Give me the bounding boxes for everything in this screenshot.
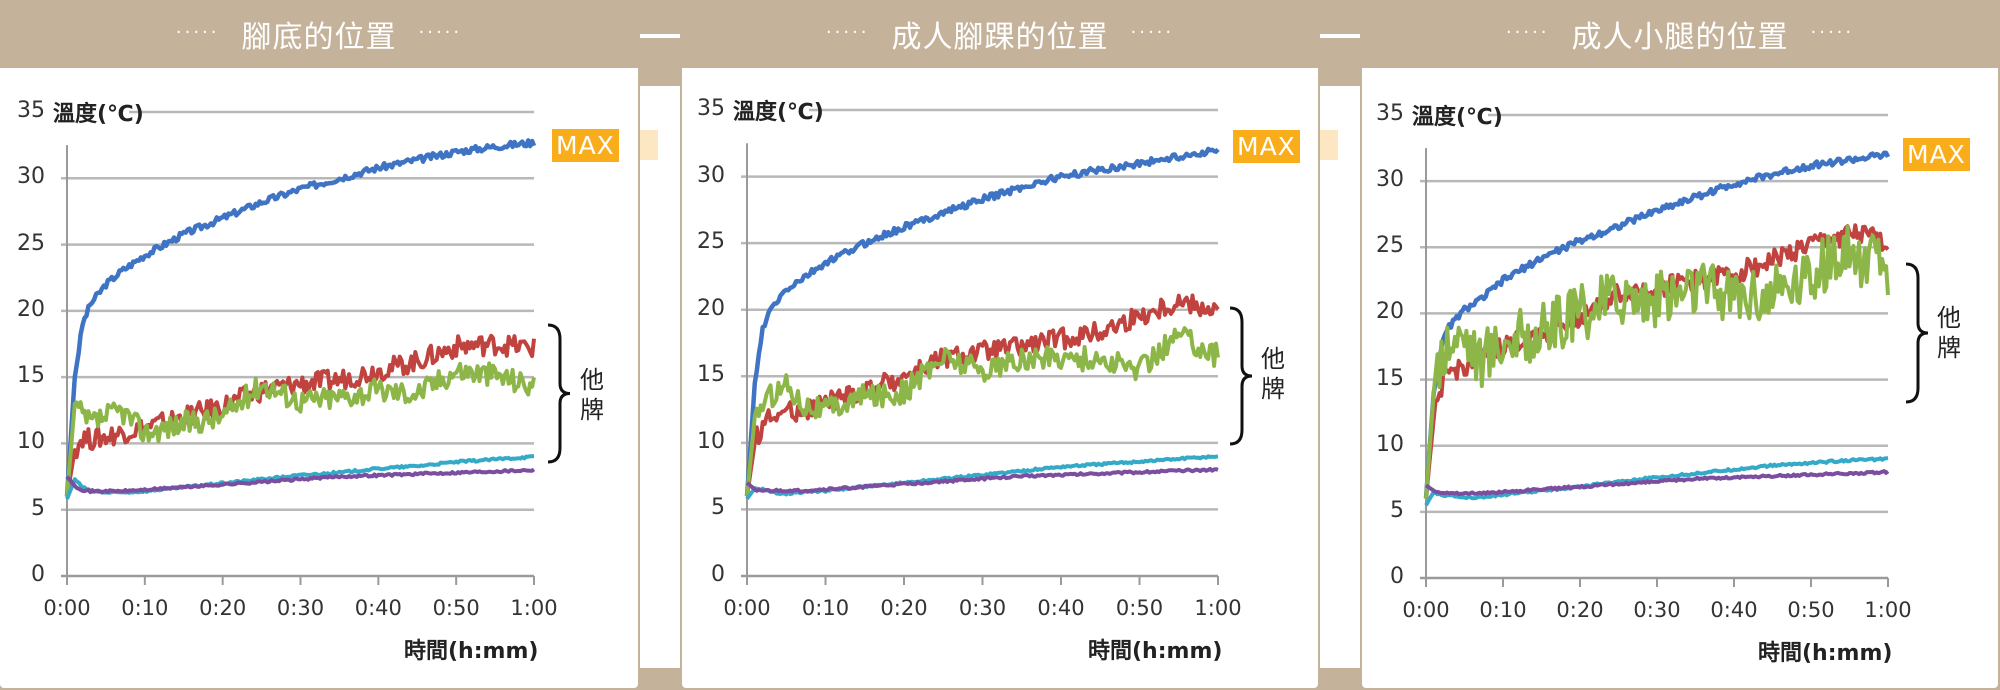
panel-title: 成人腳踝的位置 — [891, 20, 1109, 55]
x-tick-label: 0:50 — [1115, 596, 1164, 620]
series-line-1 — [1423, 150, 1891, 499]
x-tick-label: 0:10 — [801, 596, 850, 620]
series-line-3 — [65, 361, 536, 497]
y-tick-label: 0 — [711, 562, 725, 587]
header-dots-left: ····· — [825, 21, 870, 43]
series-line-2 — [745, 293, 1220, 497]
series-line-4 — [1424, 456, 1889, 507]
panel-title: 成人小腿的位置 — [1571, 20, 1789, 55]
y-tick-label: 25 — [1376, 233, 1404, 259]
y-tick-label: 30 — [697, 162, 725, 188]
background-slide-strip — [1320, 86, 1360, 668]
max-ghost-block — [1320, 130, 1338, 160]
x-tick-label: 0:30 — [958, 596, 1007, 620]
series-line-3 — [745, 326, 1220, 497]
series-line-1 — [64, 138, 537, 497]
series-line-1 — [744, 146, 1220, 497]
x-tick-label: 1:00 — [1194, 596, 1242, 620]
y-tick-label: 5 — [1390, 497, 1404, 523]
x-tick-label: 0:50 — [1787, 598, 1835, 622]
x-tick-label: 0:30 — [276, 596, 325, 620]
y-tick-label: 10 — [697, 428, 725, 454]
x-tick-label: 0:00 — [1402, 598, 1450, 622]
chart-svg — [61, 110, 571, 585]
panel-header-1: ····· 腳底的位置 ····· — [0, 0, 638, 68]
header-dash-separator — [640, 34, 680, 38]
chart-panel-sole: 0 5 10 15 20 25 30 35 0:00 0:10 0:20 0:30 0:40 0:50 1:… — [0, 68, 638, 688]
y-tick-label: 10 — [17, 429, 45, 455]
y-tick-label: 30 — [17, 164, 45, 190]
other-brand-label: 他牌 — [580, 366, 604, 424]
chart-svg — [1420, 113, 1929, 587]
y-tick-label: 5 — [31, 495, 45, 521]
panel-header-2: ····· 成人腳踝的位置 ····· — [682, 0, 1318, 68]
x-tick-label: 1:00 — [510, 596, 558, 620]
brace-icon — [1229, 306, 1253, 446]
x-axis-title: 時間(h:mm) — [1088, 639, 1223, 664]
y-tick-label: 35 — [1376, 101, 1404, 126]
y-tick-label: 0 — [1390, 564, 1404, 589]
x-axis-title: 時間(h:mm) — [1758, 641, 1893, 666]
x-tick-label: 0:10 — [121, 596, 169, 620]
y-tick-label: 35 — [697, 96, 725, 121]
x-tick-label: 0:40 — [354, 596, 402, 620]
y-axis-title: 溫度(℃) — [53, 102, 144, 127]
x-tick-label: 0:20 — [1556, 598, 1604, 622]
header-dots-right: ····· — [1810, 21, 1855, 43]
header-dash-separator — [1320, 34, 1360, 38]
y-tick-label: 25 — [697, 229, 725, 255]
x-tick-label: 0:50 — [432, 596, 480, 620]
series-line-5 — [745, 466, 1219, 494]
panel-title: 腳底的位置 — [241, 20, 397, 55]
x-tick-label: 0:20 — [880, 596, 928, 620]
y-tick-label: 0 — [31, 562, 45, 587]
background-slide-strip — [640, 86, 680, 668]
y-axis-title: 溫度(℃) — [1412, 105, 1503, 130]
brace-icon — [1905, 262, 1929, 404]
max-badge: MAX — [1233, 130, 1300, 163]
header-dots-left: ····· — [1505, 21, 1550, 43]
header-dots-right: ····· — [418, 21, 463, 43]
y-tick-label: 15 — [1376, 365, 1404, 391]
y-tick-label: 20 — [1376, 299, 1404, 325]
y-tick-label: 35 — [17, 98, 45, 123]
other-brand-label: 他牌 — [1937, 304, 1961, 362]
y-tick-label: 15 — [697, 362, 725, 388]
x-tick-label: 0:00 — [723, 596, 771, 620]
max-ghost-block — [640, 130, 658, 160]
max-badge: MAX — [552, 129, 619, 162]
chart-panel-ankle: 0 5 10 15 20 25 30 35 0:00 0:10 0:20 0:30 0:40 0:50 1:… — [682, 68, 1318, 688]
x-tick-label: 0:20 — [199, 596, 247, 620]
other-brand-label: 他牌 — [1261, 345, 1285, 403]
max-badge: MAX — [1903, 138, 1970, 171]
x-tick-label: 0:30 — [1633, 598, 1681, 622]
y-tick-label: 10 — [1376, 431, 1404, 457]
y-tick-label: 25 — [17, 230, 45, 256]
series-line-3 — [1424, 224, 1890, 499]
y-tick-label: 20 — [697, 295, 725, 321]
y-tick-label: 20 — [17, 296, 45, 322]
header-dots-left: ····· — [175, 21, 220, 43]
chart-svg — [741, 108, 1253, 585]
x-axis-title: 時間(h:mm) — [404, 639, 539, 664]
y-tick-label: 30 — [1376, 167, 1404, 193]
chart-panel-calf: 0 5 10 15 20 25 30 35 0:00 0:10 0:20 0:30 0:40 0:50 1:… — [1362, 68, 1998, 688]
brace-icon — [547, 323, 571, 464]
x-tick-label: 0:40 — [1710, 598, 1758, 622]
series-line-5 — [65, 467, 536, 495]
y-tick-label: 5 — [711, 495, 725, 521]
x-tick-label: 1:00 — [1864, 598, 1912, 622]
panel-header-3: ····· 成人小腿的位置 ····· — [1362, 0, 1998, 68]
x-tick-label: 0:10 — [1479, 598, 1527, 622]
x-tick-label: 0:00 — [43, 596, 91, 620]
y-axis-title: 溫度(℃) — [733, 100, 824, 125]
series-line-5 — [1424, 469, 1890, 497]
x-tick-label: 0:40 — [1037, 596, 1085, 620]
y-tick-label: 15 — [17, 363, 45, 389]
header-dots-right: ····· — [1130, 21, 1175, 43]
